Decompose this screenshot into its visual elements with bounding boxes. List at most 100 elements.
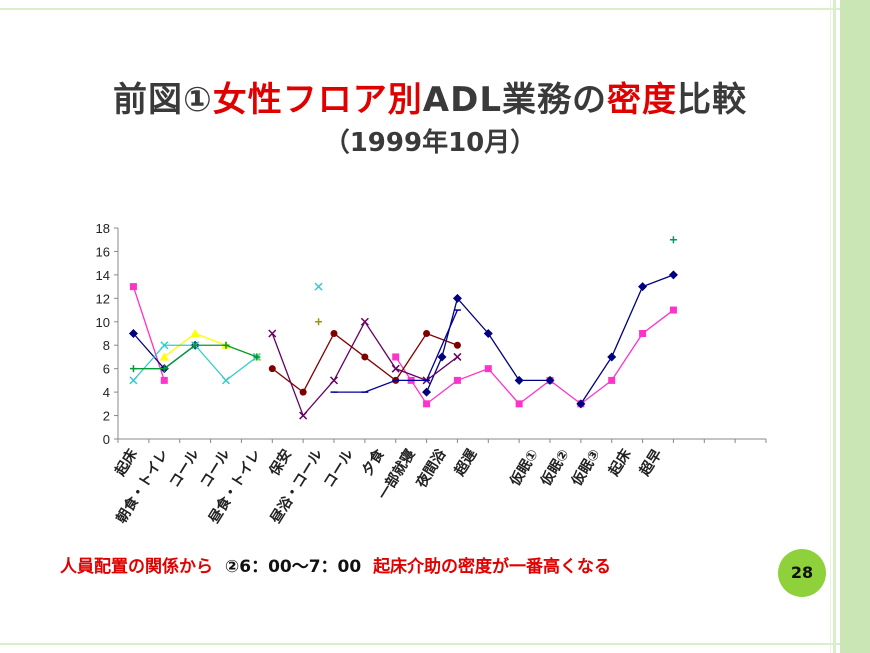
note-part-3: 起床介助の密度が一番高くなる — [373, 557, 612, 577]
series-11 — [129, 341, 261, 373]
right-border-line — [833, 0, 836, 653]
y-tick-label: 8 — [103, 338, 110, 353]
y-tick-label: 10 — [96, 315, 110, 330]
x-tick-label: 仮眠③ — [568, 446, 604, 490]
note-part-1: 人員配置の関係から — [60, 557, 213, 577]
series-7 — [314, 282, 323, 291]
data-point — [268, 365, 276, 373]
data-point — [329, 376, 339, 385]
data-point — [453, 341, 461, 349]
data-point — [253, 353, 261, 361]
x-tick-label: 夜間浴 — [412, 445, 450, 491]
series-4 — [576, 270, 678, 409]
chart-axes: 0 2 4 6 8 10 12 14 16 18 — [96, 221, 767, 447]
series-line — [132, 286, 165, 381]
y-tick-label: 12 — [96, 291, 110, 306]
data-point — [222, 341, 230, 349]
y-tick-label: 16 — [96, 244, 110, 259]
data-point — [315, 318, 323, 326]
data-point — [639, 330, 647, 337]
data-point — [423, 400, 431, 408]
series-line — [132, 333, 196, 370]
data-point — [314, 282, 323, 291]
right-border-line-thin — [830, 0, 831, 653]
page-number-badge: 28 — [778, 549, 826, 597]
data-point — [607, 352, 617, 362]
note-part-2: ②6：00～7：00 — [224, 557, 362, 577]
data-point — [514, 375, 524, 385]
title-red-part-2: 密度 — [607, 80, 677, 120]
x-tick-label: 起床 — [605, 445, 635, 479]
data-point — [453, 352, 462, 361]
y-tick-label: 0 — [103, 432, 110, 447]
data-point — [391, 364, 400, 373]
data-point — [638, 282, 648, 292]
data-point — [160, 341, 169, 350]
x-tick-label: 保安 — [265, 446, 295, 480]
data-point — [668, 270, 678, 280]
y-tick-label: 14 — [96, 268, 110, 283]
data-point — [392, 353, 400, 361]
title-prefix: 前図① — [113, 80, 213, 120]
y-tick-label: 18 — [96, 221, 110, 236]
series-3 — [422, 293, 555, 397]
data-point — [437, 352, 447, 362]
data-point — [299, 411, 308, 420]
data-point — [160, 365, 168, 373]
data-point — [669, 236, 677, 244]
data-point — [159, 352, 169, 361]
x-tick-label: 仮眠① — [506, 446, 542, 490]
series-12 — [315, 318, 323, 326]
series-line — [580, 274, 674, 405]
y-tick-label: 6 — [103, 362, 110, 377]
data-point — [330, 330, 338, 337]
data-point — [515, 400, 523, 408]
bottom-border-line — [0, 643, 840, 645]
x-tick-label: 起床 — [111, 445, 141, 479]
data-point — [576, 399, 586, 409]
data-point — [422, 387, 432, 397]
data-point — [160, 376, 168, 384]
data-point — [483, 329, 493, 338]
x-tick-label: 超遅 — [450, 446, 480, 480]
data-point — [608, 376, 616, 384]
series-line — [425, 296, 550, 393]
data-point — [669, 306, 677, 314]
x-tick-label: コール — [167, 447, 203, 491]
data-point — [484, 365, 492, 373]
data-point — [299, 388, 307, 396]
series-9 — [268, 330, 461, 396]
series-13 — [669, 236, 677, 244]
title-middle: ADL業務の — [422, 80, 607, 120]
data-point — [453, 376, 461, 384]
data-point — [268, 329, 277, 338]
y-tick-label: 4 — [103, 385, 110, 400]
slide-subtitle: （1999年10月） — [323, 128, 537, 158]
series-0 — [129, 283, 168, 384]
data-point — [191, 341, 199, 349]
x-tick-label: 超早 — [636, 446, 666, 480]
y-tick-label: 2 — [103, 409, 110, 424]
right-border-band — [840, 0, 870, 653]
x-tick-label: 夕食 — [358, 445, 388, 479]
title-red-part-1: 女性フロア別 — [212, 80, 423, 120]
data-point — [545, 375, 555, 385]
data-point — [221, 376, 231, 385]
data-point — [452, 293, 462, 303]
x-tick-label: コール — [321, 447, 357, 491]
series-10 — [330, 309, 461, 393]
data-point — [129, 283, 137, 291]
top-border-line — [0, 8, 840, 10]
x-tick-label: 仮眠② — [537, 446, 573, 490]
slide-note: 人員配置の関係から ②6：00～7：00 起床介助の密度が一番高くなる — [60, 552, 611, 577]
slide-title: 前図①女性フロア別ADL業務の密度比較 — [0, 72, 860, 121]
data-point — [360, 317, 369, 326]
data-point — [129, 376, 138, 385]
data-point — [190, 329, 200, 337]
series-1 — [392, 306, 677, 408]
data-point — [361, 353, 369, 361]
chart-series-layer — [128, 236, 678, 420]
